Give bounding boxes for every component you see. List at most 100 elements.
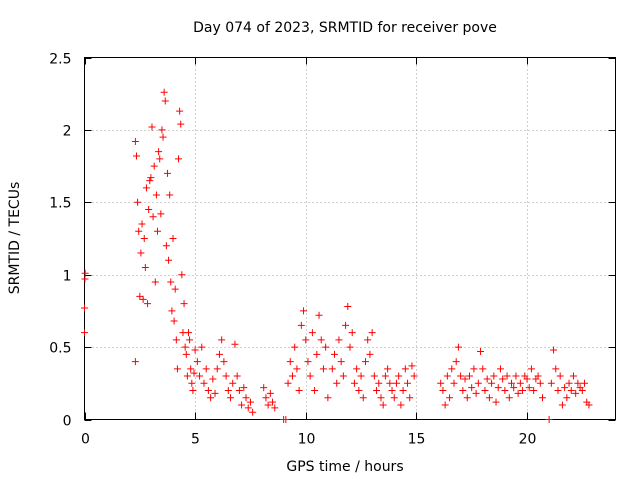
data-point <box>490 372 498 380</box>
data-point <box>461 375 469 383</box>
data-point <box>437 379 445 387</box>
data-point <box>353 365 361 373</box>
data-point <box>158 126 166 134</box>
data-point <box>404 379 412 387</box>
data-point <box>552 365 560 373</box>
data-point <box>266 389 274 397</box>
y-tick-label: 2 <box>63 124 72 140</box>
data-point <box>172 336 180 344</box>
data-point <box>465 372 473 380</box>
data-point <box>585 401 593 409</box>
data-point <box>485 394 493 402</box>
data-point <box>240 384 248 392</box>
data-point <box>441 401 449 409</box>
data-point <box>262 394 270 402</box>
data-point <box>547 379 555 387</box>
data-point <box>209 375 217 383</box>
data-point <box>527 365 535 373</box>
data-point <box>339 372 347 380</box>
data-point <box>401 365 409 373</box>
data-point <box>377 394 385 402</box>
data-point <box>189 387 197 395</box>
data-point <box>479 365 487 373</box>
y-tick-label: 1 <box>63 269 72 285</box>
data-point <box>563 394 571 402</box>
data-point <box>410 372 418 380</box>
data-point <box>171 285 179 293</box>
data-point <box>286 358 294 366</box>
data-point <box>510 384 518 392</box>
data-point <box>183 372 191 380</box>
data-point <box>386 379 394 387</box>
data-point <box>322 343 330 351</box>
data-point <box>508 379 516 387</box>
data-point <box>150 162 158 170</box>
data-point <box>157 210 165 218</box>
data-point <box>177 120 185 128</box>
data-point <box>144 300 152 308</box>
data-point <box>558 401 566 409</box>
data-point <box>554 387 562 395</box>
data-point <box>198 343 206 351</box>
data-point <box>146 177 154 185</box>
data-point <box>271 404 279 412</box>
data-point <box>572 389 580 397</box>
y-axis-label: SRMTID / TECUs <box>7 182 23 295</box>
data-point <box>530 387 538 395</box>
data-point <box>450 379 458 387</box>
data-point <box>331 350 339 358</box>
data-point <box>397 401 405 409</box>
chart-title: Day 074 of 2023, SRMTID for receiver pov… <box>193 20 497 36</box>
data-point <box>207 394 215 402</box>
data-point <box>373 387 381 395</box>
data-point <box>154 227 162 235</box>
data-point <box>220 358 228 366</box>
data-point <box>567 387 575 395</box>
data-point <box>505 394 513 402</box>
data-point <box>565 379 573 387</box>
data-point <box>222 372 230 380</box>
y-tick-label: 0 <box>63 414 72 430</box>
data-point <box>344 303 352 311</box>
data-point <box>132 152 140 160</box>
data-point <box>184 329 192 337</box>
x-tick-label: 15 <box>408 432 426 448</box>
data-point <box>204 387 212 395</box>
data-point <box>574 379 582 387</box>
data-point <box>494 384 502 392</box>
data-point <box>147 174 155 182</box>
data-point <box>556 372 564 380</box>
data-point <box>459 387 467 395</box>
data-point <box>213 365 221 373</box>
data-point <box>218 336 226 344</box>
data-point <box>395 372 403 380</box>
data-point <box>370 372 378 380</box>
data-point <box>215 350 223 358</box>
data-point <box>388 387 396 395</box>
data-point <box>169 235 177 242</box>
data-point <box>137 249 145 257</box>
data-point <box>170 317 178 325</box>
data-point <box>523 375 531 383</box>
data-point <box>499 375 507 383</box>
data-point <box>439 387 447 395</box>
data-point <box>139 295 147 303</box>
data-point <box>550 346 558 354</box>
data-point <box>142 184 150 192</box>
data-point <box>472 389 480 397</box>
data-point <box>300 307 308 315</box>
data-point <box>264 401 272 409</box>
data-point <box>176 107 184 115</box>
data-point <box>134 198 142 206</box>
data-point <box>235 387 243 395</box>
data-point <box>162 242 170 250</box>
data-point <box>196 372 204 380</box>
data-point <box>182 350 190 358</box>
data-point <box>152 191 160 199</box>
data-point <box>384 365 392 373</box>
data-point <box>187 365 195 373</box>
data-point <box>181 343 189 351</box>
data-point <box>140 235 148 242</box>
x-axis-label: GPS time / hours <box>286 459 403 475</box>
